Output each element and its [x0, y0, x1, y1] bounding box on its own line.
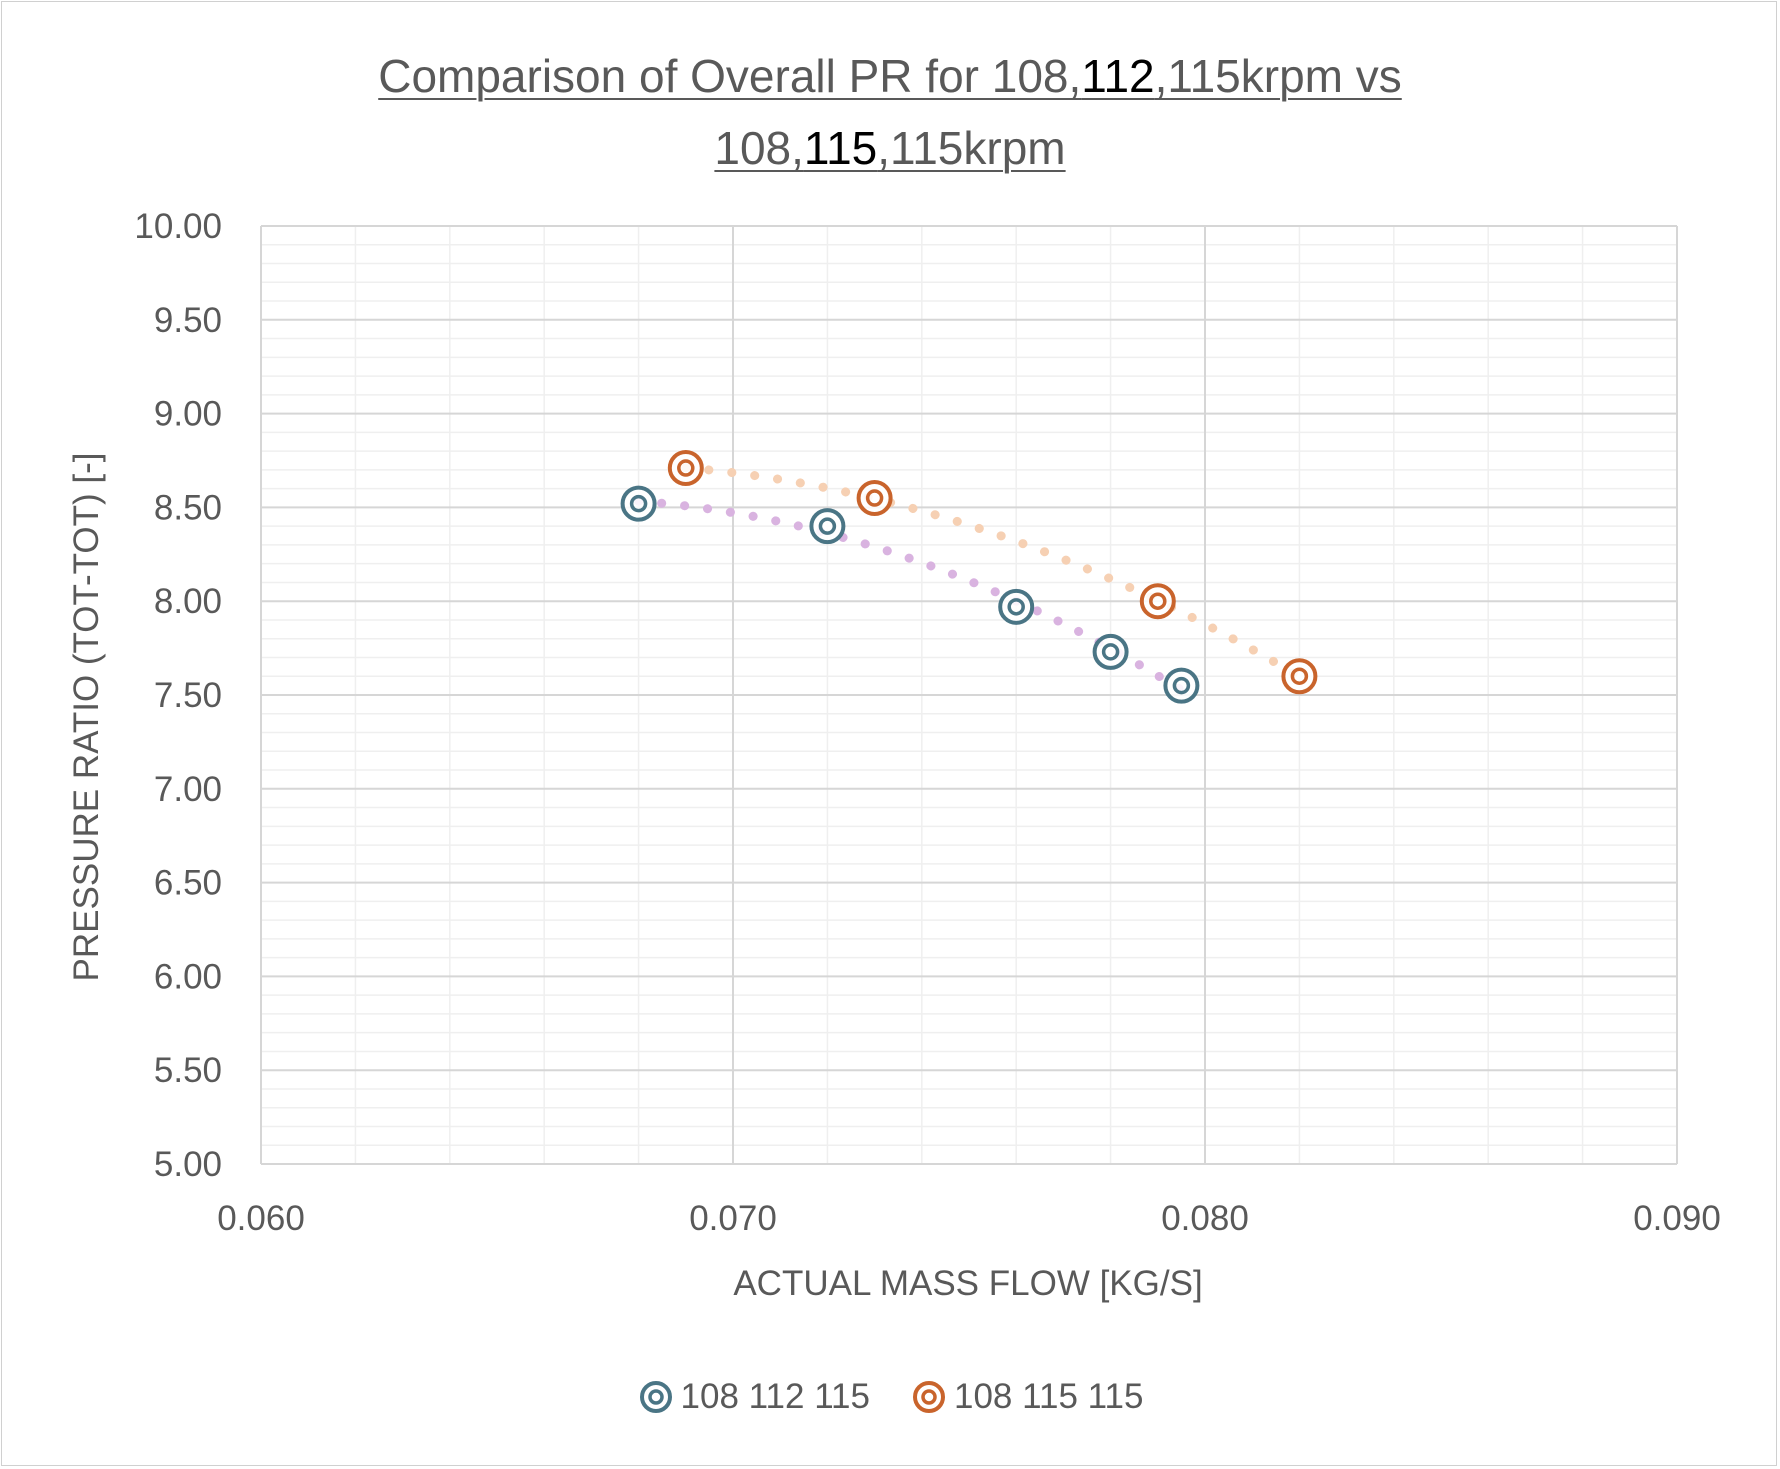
- marker-inner-ring: [818, 517, 837, 535]
- chart-title-line-2: 108,115,115krpm: [714, 122, 1065, 174]
- y-tick-label: 5.50: [154, 1051, 222, 1090]
- marker-inner-ring: [1007, 598, 1025, 616]
- y-tick-labels: 5.00 5.50 6.00 6.50 7.00 7.50 8.00 8.50 9.00 9.50…: [134, 207, 222, 1184]
- title-text-2c: ,115krpm: [877, 122, 1066, 174]
- major-gridlines: [260, 225, 1678, 1165]
- y-tick-label: 7.00: [154, 770, 222, 809]
- chart-title-line-1: Comparison of Overall PR for 108,112,115…: [378, 50, 1402, 102]
- y-tick-label: 6.00: [154, 957, 222, 996]
- x-tick-label: 0.080: [1161, 1199, 1249, 1238]
- y-tick-label: 9.50: [154, 301, 222, 340]
- y-tick-label: 6.50: [154, 864, 222, 903]
- y-tick-label: 9.00: [154, 395, 222, 434]
- legend-marker-series-1: [639, 1381, 672, 1413]
- y-tick-label: 10.00: [134, 207, 222, 246]
- marker-outer-ring: [809, 508, 846, 545]
- title-text-1b: 112: [1081, 50, 1155, 102]
- legend-item-series-2: 108 115 115: [910, 1377, 1143, 1417]
- legend-marker-series-2: [913, 1381, 945, 1413]
- y-tick-label: 5.00: [154, 1145, 222, 1184]
- x-tick-label: 0.070: [689, 1199, 777, 1238]
- marker-outer-ring: [620, 485, 657, 522]
- x-tick-label: 0.090: [1633, 1199, 1721, 1238]
- data-point-series-1: [998, 588, 1035, 625]
- legend-marker-inner: [921, 1389, 937, 1405]
- marker-inner-ring: [1172, 676, 1191, 695]
- y-tick-label: 8.50: [154, 488, 222, 527]
- marker-inner-ring: [629, 494, 648, 513]
- title-text-1a: Comparison of Overall PR for 108,: [378, 50, 1082, 102]
- marker-outer-ring: [667, 450, 704, 487]
- y-axis-label: PRESSURE RATIO (TOT-TOT) [-]: [67, 453, 106, 982]
- data-point-series-1: [1163, 667, 1200, 704]
- marker-inner-ring: [865, 489, 884, 507]
- marker-outer-ring: [1163, 667, 1200, 704]
- chart-legend: 108 112 115 108 115 115: [0, 1377, 1780, 1417]
- data-point-series-2: [1281, 658, 1318, 695]
- data-point-series-2: [856, 480, 893, 517]
- marker-inner-ring: [677, 459, 695, 477]
- title-text-2b: 115: [803, 122, 878, 174]
- data-point-series-2: [667, 450, 704, 487]
- data-point-series-1: [809, 508, 846, 545]
- marker-outer-ring: [1139, 583, 1176, 620]
- data-point-series-1: [1092, 633, 1129, 670]
- data-markers: [620, 450, 1318, 704]
- marker-outer-ring: [998, 588, 1035, 625]
- legend-marker-inner: [647, 1389, 664, 1405]
- data-point-series-2: [1139, 583, 1176, 620]
- legend-label-series-2: 108 115 115: [954, 1377, 1144, 1416]
- x-tick-labels: 0.060 0.070 0.080 0.090: [217, 1199, 1721, 1238]
- marker-outer-ring: [856, 480, 893, 517]
- marker-inner-ring: [1101, 643, 1120, 661]
- trendline-series-1: [634, 496, 1186, 695]
- legend-marker-outer: [913, 1381, 945, 1413]
- legend-item-series-1: 108 112 115: [637, 1377, 870, 1417]
- marker-outer-ring: [1281, 658, 1318, 695]
- trendlines: [634, 463, 1304, 695]
- marker-inner-ring: [1290, 667, 1309, 685]
- legend-label-series-1: 108 112 115: [680, 1377, 870, 1416]
- trendline-series-2: [681, 463, 1304, 682]
- y-tick-label: 8.00: [154, 582, 222, 621]
- data-point-series-1: [620, 485, 657, 522]
- marker-outer-ring: [1092, 633, 1129, 670]
- x-axis-label: ACTUAL MASS FLOW [KG/S]: [733, 1264, 1202, 1303]
- title-text-1c: ,115krpm vs: [1154, 50, 1402, 102]
- y-tick-label: 7.50: [154, 676, 222, 715]
- legend-marker-outer: [639, 1381, 672, 1413]
- chart-title: Comparison of Overall PR for 108,112,115…: [0, 40, 1780, 184]
- marker-inner-ring: [1149, 592, 1167, 610]
- title-text-2a: 108,: [714, 122, 804, 174]
- x-tick-label: 0.060: [217, 1199, 305, 1238]
